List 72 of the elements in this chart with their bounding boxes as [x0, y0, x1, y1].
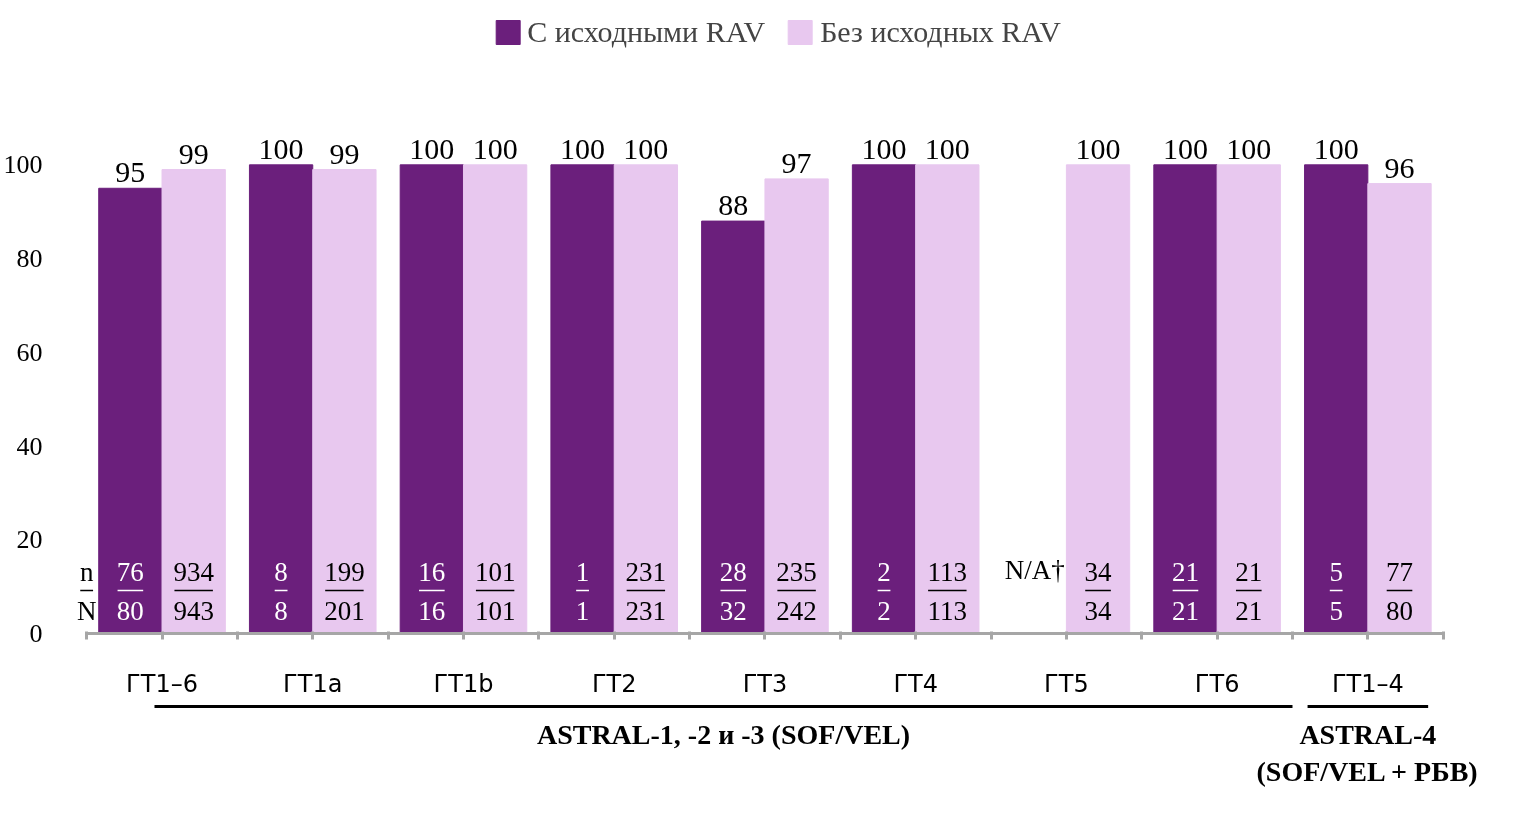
- annotation: 16 16: [418, 556, 446, 626]
- data-label: 96: [1384, 150, 1415, 184]
- annotation: 231 231: [625, 556, 667, 626]
- annotation: 934 943: [173, 556, 215, 626]
- bar: [1153, 164, 1218, 634]
- y-tick-label: 100: [3, 150, 43, 180]
- bar: [764, 178, 829, 634]
- annotation: 2 2: [877, 556, 891, 626]
- data-label: 100: [1075, 131, 1121, 165]
- y-tick-label: 80: [16, 244, 43, 274]
- data-label: 88: [718, 188, 749, 222]
- legend-label: Без исходных RAV: [820, 15, 1061, 49]
- x-tick-label: ГТ1–4: [1331, 669, 1404, 698]
- data-label: 95: [115, 155, 146, 189]
- bar: [161, 169, 226, 634]
- annotation: 76 80: [116, 556, 144, 626]
- annotation: 199 201: [324, 556, 365, 626]
- bar: [915, 164, 980, 634]
- data-label: 100: [409, 131, 455, 165]
- data-label: 100: [1162, 131, 1208, 165]
- annotation: 21 21: [1235, 556, 1263, 626]
- text: ASTRAL-1, -2 и -3 (SOF/VEL): [536, 718, 911, 750]
- data-label: 100: [1226, 131, 1272, 165]
- annotation: 5 5: [1329, 556, 1343, 626]
- bar: [1065, 164, 1131, 634]
- y-tick-label: 20: [16, 525, 43, 555]
- data-label: 100: [1313, 131, 1359, 165]
- x-tick-label: ГТ1a: [283, 669, 343, 698]
- y-tick-label: 0: [29, 619, 43, 648]
- x-tick-label: ГТ1b: [433, 669, 494, 698]
- annotation: n N: [76, 556, 97, 626]
- bar: [550, 164, 615, 634]
- legend-label: С исходными RAV: [527, 15, 766, 49]
- y-tick-label: 40: [16, 431, 43, 461]
- bar: [851, 164, 917, 634]
- x-tick-label: ГТ6: [1194, 669, 1240, 698]
- text: ASTRAL-4 (SOF/VEL + РБВ): [1256, 718, 1478, 787]
- annotation: 34 34: [1084, 556, 1113, 626]
- bar: [1367, 183, 1432, 634]
- bar: [701, 220, 766, 634]
- data-label: 100: [924, 131, 970, 165]
- y-tick-label: 60: [16, 337, 43, 367]
- data-label: 100: [623, 131, 669, 165]
- annotation: 77 80: [1386, 556, 1414, 626]
- annotation: 113 113: [927, 556, 968, 626]
- annotation: 101 101: [474, 556, 516, 626]
- data-label: 100: [560, 131, 606, 165]
- bar: [312, 169, 377, 634]
- bar: [98, 187, 163, 634]
- annotation: 1 1: [575, 556, 590, 626]
- data-label: 100: [861, 131, 907, 165]
- annotation: 28 32: [719, 556, 747, 626]
- x-tick-label: ГТ4: [893, 669, 938, 698]
- bar: [613, 164, 679, 634]
- annotation: 21 21: [1171, 556, 1199, 626]
- data-label: 97: [781, 145, 812, 179]
- annotation: N/A†: [1004, 555, 1065, 586]
- bar: [248, 164, 314, 634]
- bar: [399, 164, 464, 634]
- data-label: 99: [329, 136, 360, 170]
- bar: [1216, 164, 1281, 634]
- data-label: 100: [258, 131, 304, 165]
- bar: [1304, 164, 1369, 634]
- bar: [462, 164, 528, 634]
- annotation: 235 242: [776, 556, 817, 626]
- x-tick-label: ГТ1–6: [126, 669, 198, 698]
- annotation: 8 8: [274, 556, 288, 626]
- data-label: 99: [178, 136, 209, 170]
- data-label: 100: [472, 131, 518, 165]
- x-tick-label: ГТ2: [591, 669, 637, 698]
- x-tick-label: ГТ3: [742, 669, 788, 698]
- x-tick-label: ГТ5: [1044, 669, 1089, 698]
